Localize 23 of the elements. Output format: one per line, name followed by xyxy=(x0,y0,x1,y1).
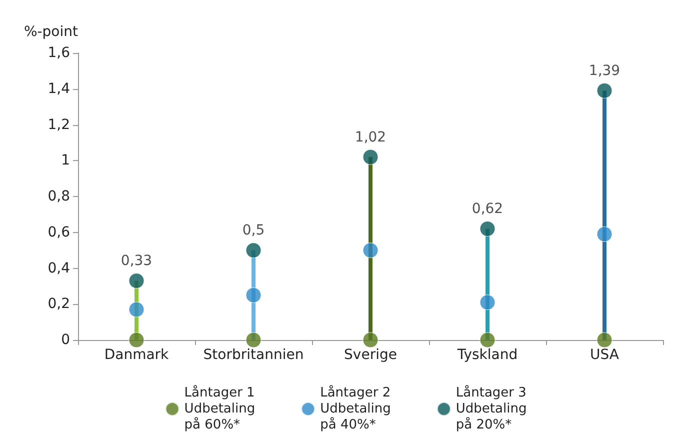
y-tick-label: 0,8 xyxy=(48,188,70,204)
data-label: 0,33 xyxy=(120,253,152,270)
y-tick-label: 0,6 xyxy=(48,224,70,240)
x-tick-label: Sverige xyxy=(344,347,397,363)
data-label: 0,5 xyxy=(242,222,265,239)
x-tick-label: USA xyxy=(590,347,620,363)
y-tick-label: 1,2 xyxy=(48,116,70,133)
legend-label: Låntager 1 Udbetaling på 60%* xyxy=(184,384,256,432)
x-tick-label: Storbritannien xyxy=(203,347,304,363)
y-tick-label: 1,4 xyxy=(48,80,70,97)
data-label: 1,02 xyxy=(354,129,386,146)
data-label: 0,62 xyxy=(472,201,504,218)
y-tick-label: 1,6 xyxy=(48,45,70,61)
y-tick-label: 0 xyxy=(61,332,70,348)
legend-label: Låntager 2 Udbetaling på 40%* xyxy=(320,384,391,432)
legend-label: Låntager 3 Udbetaling på 20%* xyxy=(456,384,527,432)
y-tick-label: 0,4 xyxy=(48,260,70,276)
x-tick-label: Tyskland xyxy=(456,347,518,363)
y-tick-label: 1 xyxy=(61,152,70,169)
y-tick-label: 0,2 xyxy=(48,296,70,312)
data-label: 1,39 xyxy=(588,62,620,79)
x-tick-label: Danmark xyxy=(104,347,170,363)
y-axis-title: %-point xyxy=(24,24,79,40)
